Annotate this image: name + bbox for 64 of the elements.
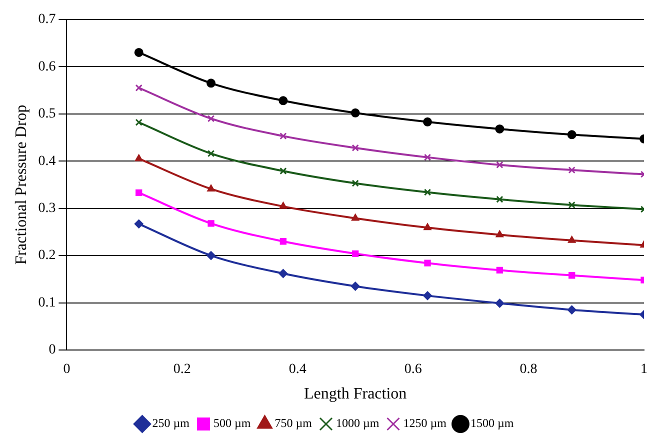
- x-tick-label: 1: [640, 362, 648, 378]
- x-tick-label: 0.8: [520, 362, 538, 378]
- point: [134, 48, 144, 57]
- point: [206, 251, 216, 260]
- point: [278, 96, 288, 106]
- point: [424, 260, 431, 266]
- point: [496, 161, 504, 168]
- point: [352, 144, 359, 152]
- point: [280, 238, 287, 245]
- point: [351, 214, 360, 221]
- legend-label: 250 µm: [152, 416, 190, 430]
- point: [352, 250, 359, 257]
- legend-label: 500 µm: [214, 416, 252, 430]
- y-tick-label: 0.7: [38, 12, 56, 28]
- y-tick-label: 0.4: [38, 154, 56, 169]
- point: [206, 78, 216, 88]
- y-tick-label: 0.5: [38, 106, 56, 122]
- y-tick-label: 0: [48, 342, 56, 358]
- point: [423, 291, 432, 300]
- point: [423, 117, 432, 126]
- point: [134, 154, 143, 162]
- point: [496, 266, 504, 274]
- point: [135, 84, 142, 92]
- x-tick-label: 0: [63, 362, 70, 378]
- point: [496, 230, 504, 238]
- point: [568, 236, 576, 243]
- point: [134, 219, 144, 228]
- point: [568, 272, 576, 279]
- point: [280, 167, 287, 175]
- point: [135, 118, 142, 126]
- point: [495, 298, 504, 308]
- y-tick-label: 0.1: [38, 295, 56, 310]
- y-axis-title: Fractional Pressure Drop: [12, 104, 30, 265]
- x-axis-title: Length Fraction: [304, 386, 407, 403]
- point: [352, 180, 359, 187]
- point: [136, 189, 142, 196]
- point: [568, 201, 576, 209]
- point: [567, 130, 576, 140]
- x-tick-label: 0.2: [173, 362, 191, 378]
- point: [350, 282, 360, 291]
- point: [279, 202, 288, 209]
- point: [568, 166, 576, 174]
- y-tick-label: 0.3: [38, 200, 56, 216]
- y-tick-label: 0.6: [38, 59, 56, 74]
- legend-label: 1500 µm: [470, 416, 514, 430]
- point: [424, 154, 432, 161]
- point: [424, 223, 432, 230]
- legend-label: 1250 µm: [403, 416, 448, 430]
- x-tick-label: 0.6: [404, 362, 422, 378]
- point: [495, 124, 504, 134]
- point: [567, 305, 576, 314]
- point: [207, 115, 215, 122]
- point: [496, 196, 504, 203]
- point: [424, 188, 432, 196]
- point: [207, 150, 215, 158]
- point: [280, 132, 287, 140]
- point: [278, 268, 288, 278]
- x-tick-label: 0.4: [288, 362, 306, 378]
- y-tick-label: 0.2: [38, 248, 56, 264]
- legend-label: 1000 µm: [336, 416, 380, 430]
- point: [207, 184, 215, 192]
- legend-label: 750 µm: [274, 416, 313, 430]
- point: [350, 108, 360, 118]
- point: [208, 220, 214, 227]
